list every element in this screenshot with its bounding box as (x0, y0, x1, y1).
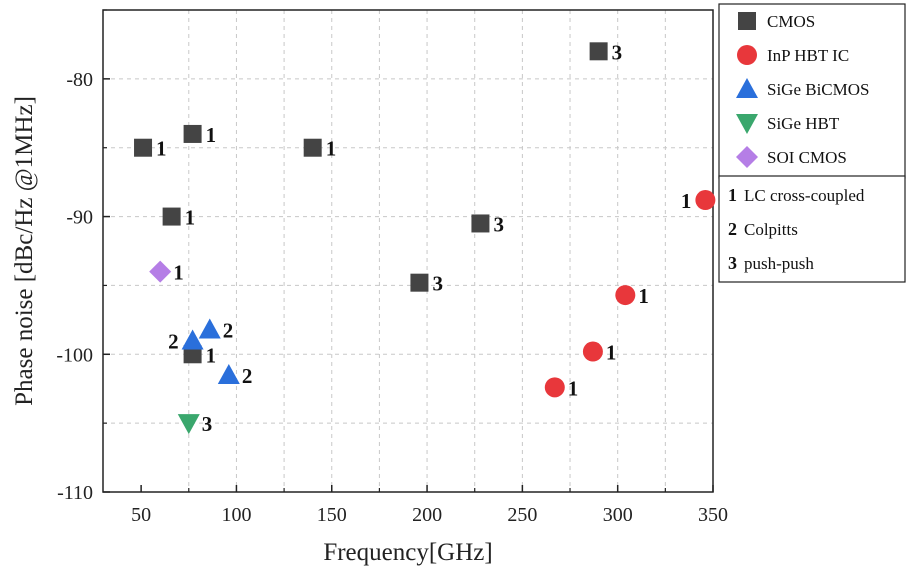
legend-marker (736, 114, 758, 134)
plot-area-frame (102, 9, 714, 493)
topology-label: push-push (744, 254, 814, 273)
point-label: 3 (493, 212, 504, 236)
legend-topologies: 1 LC cross-coupled 2 Colpitts 3 push-push (718, 175, 906, 283)
x-tick-label: 50 (131, 504, 151, 526)
legend-item: SOI CMOS (736, 146, 847, 168)
x-tick-label: 300 (603, 504, 633, 526)
legend-item: SiGe BiCMOS (736, 78, 870, 99)
y-tick-label: -110 (57, 482, 93, 504)
point-label: 1 (326, 137, 337, 161)
point-label: 2 (223, 318, 234, 342)
data-point (217, 363, 240, 384)
y-tick-label: -90 (66, 207, 93, 229)
data-point (162, 207, 181, 226)
topology-number: 2 (728, 219, 737, 239)
data-point (303, 138, 322, 157)
data-point (177, 414, 200, 435)
topology-number: 3 (728, 253, 737, 273)
legend-item: CMOS (738, 12, 815, 31)
legend-label: CMOS (767, 12, 815, 31)
point-label: 2 (242, 364, 253, 388)
data-point (544, 377, 565, 398)
point-label: 1 (681, 189, 692, 213)
legend-item: InP HBT IC (737, 45, 849, 65)
y-tick-label: -80 (66, 69, 93, 91)
x-axis-title: Frequency[GHz] (323, 539, 492, 566)
data-point (695, 190, 716, 211)
x-tick-label: 100 (221, 504, 251, 526)
point-label: 2 (168, 330, 179, 354)
data-point (471, 214, 490, 233)
point-label: 1 (638, 284, 649, 308)
data-point (589, 42, 608, 61)
point-label: 1 (568, 376, 579, 400)
point-label: 3 (612, 40, 623, 64)
point-label: 3 (202, 412, 213, 436)
y-tick-label: -100 (56, 344, 93, 366)
topology-item: 1 LC cross-coupled (728, 185, 865, 205)
point-label: 1 (606, 341, 617, 365)
legend-label: SiGe BiCMOS (767, 80, 870, 99)
topology-legend-box (718, 175, 906, 283)
data-point (149, 260, 172, 283)
point-label: 1 (206, 343, 217, 367)
legend-item: SiGe HBT (736, 114, 840, 134)
legend-marker (738, 12, 756, 30)
data-point (582, 341, 603, 362)
data-point (615, 285, 636, 306)
legend-marker (736, 78, 758, 98)
point-label: 1 (156, 137, 167, 161)
point-label: 3 (432, 272, 443, 296)
data-point (183, 124, 202, 143)
topology-item: 3 push-push (728, 253, 814, 273)
point-label: 1 (173, 261, 184, 285)
data-point (198, 318, 221, 339)
topology-number: 1 (728, 185, 737, 205)
x-tick-label: 150 (317, 504, 347, 526)
legend-label: InP HBT IC (767, 46, 849, 65)
legend-label: SiGe HBT (767, 114, 840, 133)
data-point (181, 329, 204, 350)
legend-label: SOI CMOS (767, 148, 847, 167)
point-label: 1 (206, 123, 217, 147)
topology-item: 2 Colpitts (728, 219, 798, 239)
x-tick-label: 350 (698, 504, 728, 526)
legend-marker (736, 146, 758, 168)
data-point (183, 345, 202, 364)
axis-ticks: 50 100 150 200 250 300 350 -110 -100 -90 -80 (56, 9, 728, 526)
y-axis-title: Phase noise [dBc/Hz @1MHz] (11, 96, 38, 406)
x-tick-label: 200 (412, 504, 442, 526)
topology-label: Colpitts (744, 220, 798, 239)
legend-marker (737, 45, 757, 65)
topology-label: LC cross-coupled (744, 186, 865, 205)
legend-series: CMOS InP HBT IC SiGe BiCMOS SiGe HBT SOI CMO… (718, 3, 906, 179)
data-point (134, 138, 153, 157)
x-tick-label: 250 (507, 504, 537, 526)
point-label: 1 (185, 206, 196, 230)
data-point (410, 273, 429, 292)
